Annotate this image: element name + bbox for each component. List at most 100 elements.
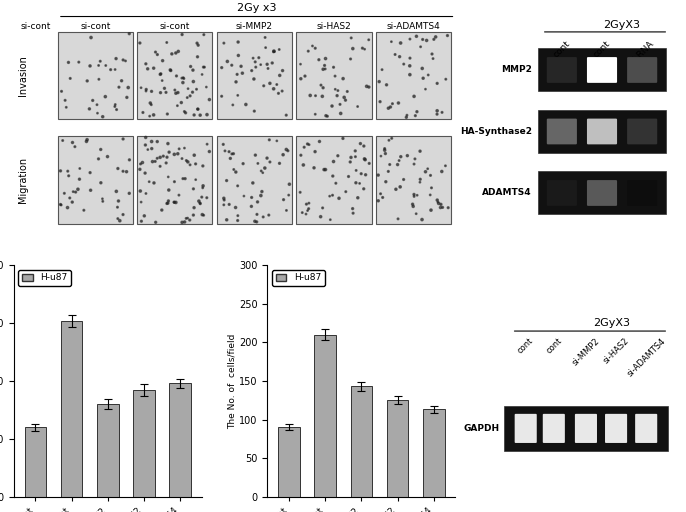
Point xyxy=(298,143,309,152)
Point xyxy=(135,187,146,195)
Legend: H-u87: H-u87 xyxy=(272,270,324,286)
Text: MMP2: MMP2 xyxy=(501,65,532,74)
Point xyxy=(182,158,193,166)
Point xyxy=(91,101,102,109)
Point xyxy=(379,144,390,153)
FancyBboxPatch shape xyxy=(547,119,577,144)
Point xyxy=(372,171,383,179)
Point xyxy=(155,70,166,78)
FancyBboxPatch shape xyxy=(217,136,292,224)
Point xyxy=(170,89,181,97)
Point xyxy=(264,158,275,166)
Text: si-cont: si-cont xyxy=(80,23,110,31)
Point xyxy=(405,54,416,62)
Bar xyxy=(97,404,119,497)
Point xyxy=(97,113,108,121)
Point xyxy=(170,49,181,57)
Point xyxy=(228,165,239,174)
Point xyxy=(240,100,251,109)
Point xyxy=(198,63,209,71)
Text: GAPDH: GAPDH xyxy=(464,424,499,433)
Point xyxy=(174,145,185,153)
Point xyxy=(250,151,261,159)
Point xyxy=(251,218,262,226)
Point xyxy=(309,164,320,172)
Point xyxy=(74,164,85,173)
Bar xyxy=(169,383,191,497)
Point xyxy=(350,153,361,161)
Point xyxy=(95,179,106,187)
Point xyxy=(339,93,350,101)
Point xyxy=(320,65,331,73)
Point xyxy=(381,81,392,89)
Point xyxy=(67,138,78,146)
Point xyxy=(375,189,386,198)
Point xyxy=(62,167,73,175)
Point xyxy=(331,179,342,187)
Point xyxy=(342,88,353,96)
Point xyxy=(364,83,375,91)
Point xyxy=(354,179,365,187)
Point xyxy=(307,42,318,50)
Text: si-cont: si-cont xyxy=(160,23,190,31)
FancyBboxPatch shape xyxy=(376,32,451,119)
Point xyxy=(191,85,202,93)
Point xyxy=(261,154,272,162)
FancyBboxPatch shape xyxy=(58,32,133,119)
Point xyxy=(274,46,285,54)
Point xyxy=(432,198,443,206)
Point xyxy=(169,198,180,206)
Point xyxy=(191,39,202,47)
Point xyxy=(117,135,128,143)
Point xyxy=(179,218,190,226)
Point xyxy=(300,72,311,80)
Point xyxy=(233,38,244,46)
Point xyxy=(252,210,263,219)
Point xyxy=(431,110,442,118)
Point xyxy=(263,211,274,219)
Point xyxy=(296,151,307,159)
Point xyxy=(276,87,287,95)
Point xyxy=(269,48,280,56)
Point xyxy=(146,137,157,145)
Point xyxy=(180,215,191,223)
Point xyxy=(182,214,193,222)
Point xyxy=(322,112,333,120)
Point xyxy=(436,167,447,176)
Point xyxy=(395,39,406,47)
Text: cont: cont xyxy=(516,336,535,356)
Point xyxy=(202,140,213,148)
FancyBboxPatch shape xyxy=(296,32,372,119)
Point xyxy=(428,35,439,44)
Text: HA-Synthase2: HA-Synthase2 xyxy=(460,127,532,136)
Point xyxy=(348,209,359,217)
Point xyxy=(436,108,447,116)
Text: 2GyX3: 2GyX3 xyxy=(604,20,641,30)
Point xyxy=(112,203,123,211)
Point xyxy=(121,93,132,101)
Point xyxy=(216,92,227,100)
Point xyxy=(154,162,165,170)
Point xyxy=(157,56,168,65)
Point xyxy=(353,194,364,202)
Point xyxy=(218,201,229,209)
Point xyxy=(169,150,180,158)
Point xyxy=(422,165,433,173)
Point xyxy=(314,137,325,145)
Point xyxy=(338,134,348,142)
Point xyxy=(140,141,151,149)
Point xyxy=(221,216,232,224)
Point xyxy=(181,157,192,165)
Point xyxy=(102,153,113,161)
Point xyxy=(176,30,187,38)
Point xyxy=(173,47,184,55)
Point xyxy=(404,71,415,79)
Point xyxy=(442,204,453,212)
Point xyxy=(239,192,250,200)
FancyBboxPatch shape xyxy=(627,180,657,206)
Point xyxy=(161,153,172,161)
Point xyxy=(319,61,330,70)
Point xyxy=(150,48,161,56)
Point xyxy=(283,146,294,155)
Text: si-cont: si-cont xyxy=(21,23,51,31)
